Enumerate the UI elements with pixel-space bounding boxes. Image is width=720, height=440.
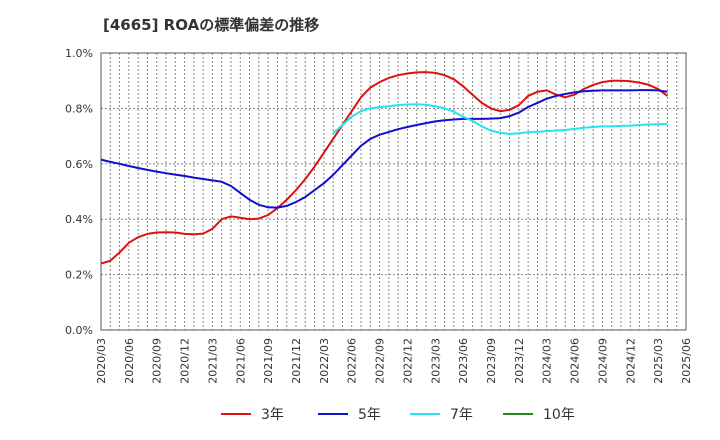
legend-item-3y: 3年 (221, 402, 284, 426)
plot-area-border (100, 52, 687, 331)
legend-item-10y: 10年 (503, 402, 575, 426)
y-tick-label: 0.2% (65, 269, 93, 282)
series-line-2 (332, 103, 668, 135)
x-tick-label: 2021/09 (262, 338, 275, 384)
x-tick-label: 2024/03 (541, 338, 554, 384)
line-chart: 0.0%0.2%0.4%0.6%0.8%1.0% 2020/03 2020/06 2… (65, 47, 693, 384)
legend-swatch-3y (221, 413, 251, 415)
x-tick-label: 2020/09 (151, 338, 164, 384)
y-axis-ticks: 0.0% 0.2% 0.4% 0.6% 0.8% 1.0% (65, 47, 93, 337)
y-tick-label: 0.4% (65, 213, 93, 226)
x-tick-label: 2020/12 (179, 338, 192, 384)
grid (101, 53, 686, 330)
legend: 3年 5年 7年 10年 (0, 402, 720, 426)
x-tick-label: 2020/06 (123, 338, 136, 384)
x-tick-label: 2024/12 (624, 338, 637, 384)
y-tick-label: 1.0% (65, 47, 93, 60)
series-line-1 (100, 89, 668, 209)
legend-label-5y: 5年 (358, 407, 381, 423)
x-axis-ticks: 2020/03 2020/06 2020/09 2020/12 2021/03 2021/… (95, 338, 693, 384)
x-tick-label: 2021/03 (206, 338, 219, 384)
x-tick-label: 2024/06 (569, 338, 582, 384)
x-tick-label: 2022/12 (401, 338, 414, 384)
x-tick-label: 2025/03 (652, 338, 665, 384)
legend-label-7y: 7年 (450, 407, 473, 423)
x-tick-label: 2023/09 (485, 338, 498, 384)
legend-item-5y: 5年 (318, 402, 381, 426)
series-lines (100, 71, 668, 265)
x-tick-label: 2022/06 (346, 338, 359, 384)
y-tick-label: 0.6% (65, 158, 93, 171)
x-tick-label: 2022/03 (318, 338, 331, 384)
legend-item-7y: 7年 (410, 402, 473, 426)
x-tick-label: 2023/03 (429, 338, 442, 384)
x-tick-label: 2023/12 (513, 338, 526, 384)
legend-label-10y: 10年 (543, 407, 575, 423)
y-tick-label: 0.8% (65, 102, 93, 115)
chart-title: [4665] ROAの標準偏差の推移 (103, 16, 320, 34)
x-tick-label: 2020/03 (95, 338, 108, 384)
legend-label-3y: 3年 (261, 407, 284, 423)
y-tick-label: 0.0% (65, 324, 93, 337)
legend-swatch-10y (503, 413, 533, 415)
x-tick-label: 2024/09 (596, 338, 609, 384)
x-tick-label: 2023/06 (457, 338, 470, 384)
legend-swatch-7y (410, 413, 440, 415)
x-tick-label: 2022/09 (374, 338, 387, 384)
series-line-0 (100, 71, 668, 265)
x-tick-label: 2025/06 (680, 338, 693, 384)
x-tick-label: 2021/06 (234, 338, 247, 384)
legend-swatch-5y (318, 413, 348, 415)
x-tick-label: 2021/12 (290, 338, 303, 384)
